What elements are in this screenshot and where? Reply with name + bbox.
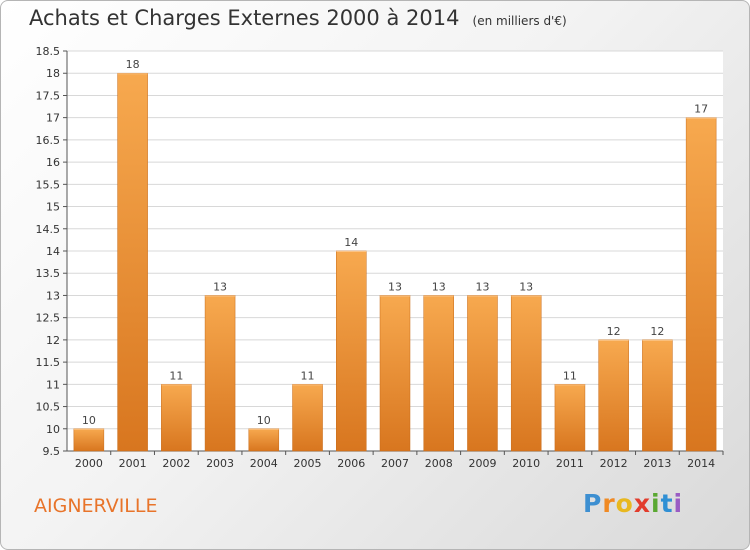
y-tick-label: 16 [46, 156, 60, 169]
x-tick-label: 2012 [600, 457, 628, 470]
y-tick-label: 18.5 [36, 45, 61, 58]
bar-2007 [379, 295, 411, 452]
logo-letter: r [602, 489, 616, 518]
value-label: 14 [344, 236, 358, 249]
bar-2011 [554, 384, 586, 452]
labels: 10 2000 18 2001 11 2002 13 2003 10 2004 11 2005 14 20… [75, 58, 715, 470]
bar-2003 [204, 295, 236, 452]
bar-2001 [117, 72, 148, 452]
x-tick-label: 2009 [468, 457, 496, 470]
y-tick-label: 14 [46, 245, 60, 258]
x-tick-label: 2008 [425, 457, 453, 470]
logo-letter: P [583, 489, 603, 518]
bar-2005 [292, 384, 323, 452]
y-tick-label: 9.5 [43, 445, 61, 458]
y-tick-label: 15.5 [36, 178, 61, 191]
bar-2009 [467, 295, 498, 452]
y-tick-label: 18 [46, 67, 60, 80]
location-name: AIGNERVILLE [34, 495, 158, 517]
proxiti-logo: Proxiti [583, 489, 683, 518]
value-label: 11 [563, 369, 577, 382]
x-tick-label: 2011 [556, 457, 584, 470]
value-label: 13 [432, 280, 446, 293]
bar-2002 [161, 384, 192, 452]
y-tick-label: 17.5 [36, 89, 61, 102]
x-tick-label: 2004 [250, 457, 278, 470]
value-label: 12 [650, 325, 664, 338]
x-tick-label: 2010 [512, 457, 540, 470]
x-tick-label: 2013 [643, 457, 671, 470]
logo-letter: t [660, 489, 674, 518]
bar-2010 [510, 295, 542, 452]
value-label: 10 [82, 414, 96, 427]
logo-letter: x [633, 489, 651, 518]
value-label: 13 [388, 280, 402, 293]
value-label: 18 [126, 58, 140, 71]
x-tick-label: 2002 [162, 457, 190, 470]
value-label: 11 [169, 369, 183, 382]
x-tick-label: 2014 [687, 457, 715, 470]
bar-2014 [685, 117, 717, 452]
y-tick-label: 15 [46, 201, 60, 214]
x-tick-label: 2006 [337, 457, 365, 470]
y-tick-label: 11 [46, 378, 60, 391]
value-label: 17 [694, 103, 708, 116]
logo-letter: i [651, 489, 661, 518]
logo-letter: i [673, 489, 684, 518]
x-tick-label: 2000 [75, 457, 103, 470]
x-tick-label: 2005 [294, 457, 322, 470]
y-tick-label: 12 [46, 334, 60, 347]
value-label: 10 [257, 414, 271, 427]
bars [73, 72, 717, 452]
y-tick-label: 10 [46, 423, 60, 436]
y-tick-label: 11.5 [36, 356, 61, 369]
chart-unit: (en milliers d'€) [472, 14, 567, 28]
bar-2004 [248, 428, 280, 452]
bar-2006 [336, 250, 367, 452]
y-tick-label: 10.5 [36, 401, 61, 414]
value-label: 13 [519, 280, 533, 293]
bar-2012 [598, 339, 629, 452]
value-label: 12 [607, 325, 621, 338]
y-tick-label: 12.5 [36, 312, 61, 325]
x-tick-label: 2007 [381, 457, 409, 470]
y-tick-label: 16.5 [36, 134, 61, 147]
value-label: 13 [475, 280, 489, 293]
y-tick-label: 13.5 [36, 267, 61, 280]
y-tick-label: 13 [46, 289, 60, 302]
logo-letter: o [615, 489, 634, 518]
value-label: 11 [301, 369, 315, 382]
x-tick-label: 2003 [206, 457, 234, 470]
y-tick-label: 17 [46, 112, 60, 125]
chart-title-main: Achats et Charges Externes 2000 à 2014 [29, 6, 460, 30]
bar-2008 [423, 295, 454, 452]
bar-2000 [73, 428, 105, 452]
x-tick-label: 2001 [119, 457, 147, 470]
value-label: 13 [213, 280, 227, 293]
chart-title: Achats et Charges Externes 2000 à 2014 (… [29, 6, 567, 30]
y-tick-label: 14.5 [36, 223, 61, 236]
bar-2013 [642, 339, 673, 452]
